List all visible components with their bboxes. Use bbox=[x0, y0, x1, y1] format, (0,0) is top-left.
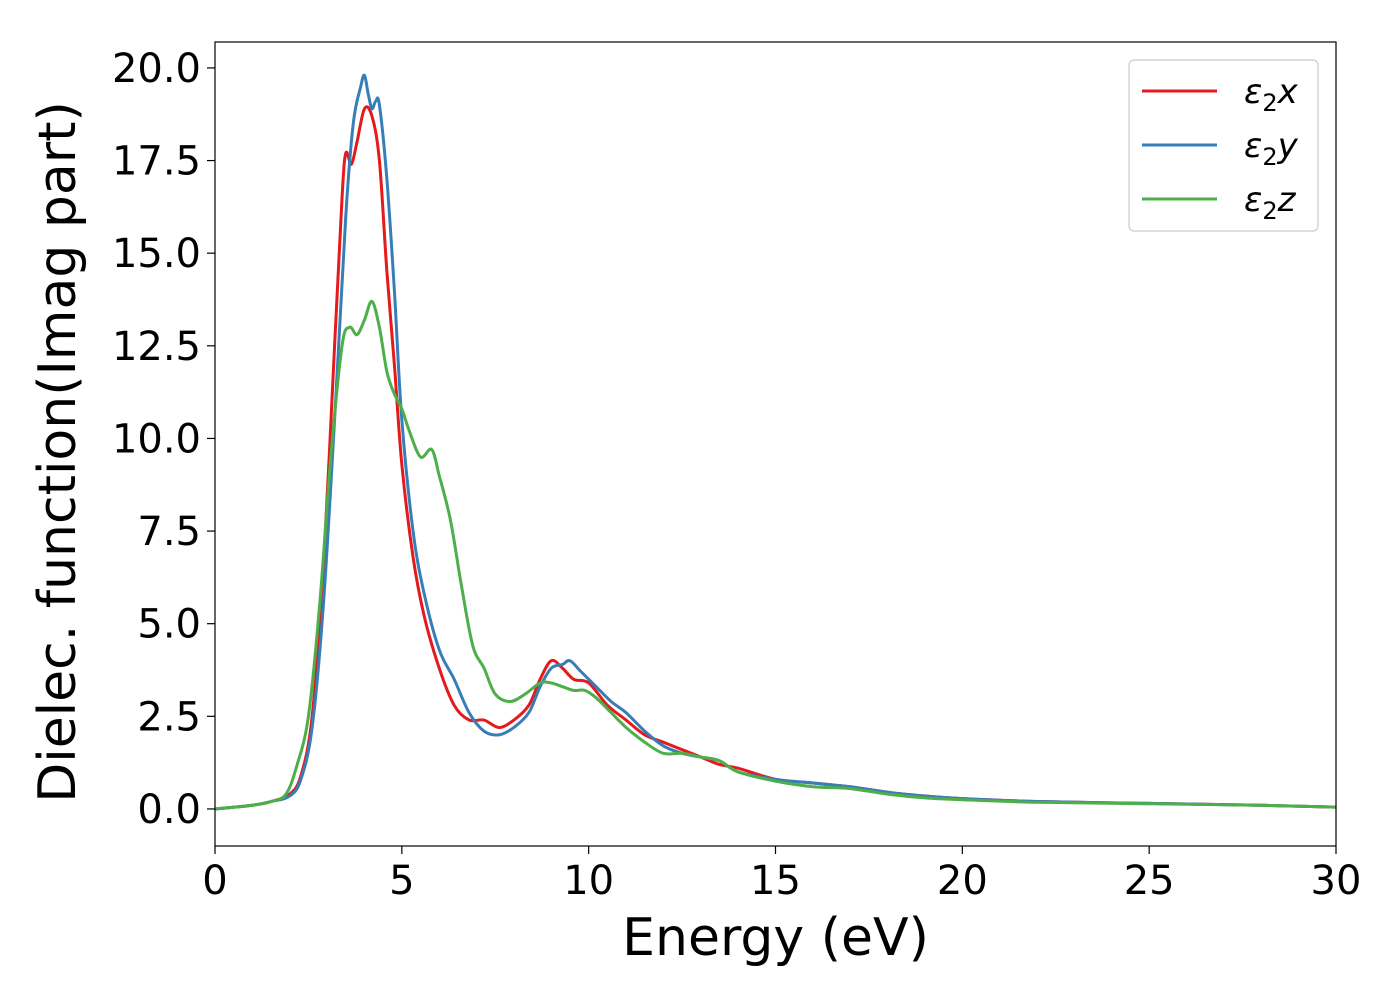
x-tick-label: 20 bbox=[937, 858, 988, 904]
y-tick-label: 17.5 bbox=[112, 139, 201, 185]
y-tick-label: 2.5 bbox=[137, 694, 201, 740]
y-tick-label: 0.0 bbox=[137, 787, 201, 833]
y-axis-label: Dielec. function(Imag part) bbox=[28, 101, 88, 803]
x-tick-label: 5 bbox=[389, 858, 414, 904]
legend-box bbox=[1128, 59, 1319, 232]
x-axis-label: Energy (eV) bbox=[622, 908, 929, 968]
series-group bbox=[215, 73, 1336, 811]
y-tick-label: 5.0 bbox=[137, 602, 201, 648]
legend-subscript: 2 bbox=[1262, 89, 1277, 117]
y-tick-label: 20.0 bbox=[112, 46, 201, 92]
y-tick-label: 10.0 bbox=[112, 416, 201, 462]
y-axis-ticks: 0.0 2.5 5.0 7.5 10.0 12.5 15.0 17.5 20.0 bbox=[112, 46, 215, 833]
legend-entry-x: ε2x bbox=[1244, 72, 1299, 117]
x-tick-label: 25 bbox=[1124, 858, 1175, 904]
x-axis-ticks: 0 5 10 15 20 25 30 bbox=[202, 846, 1361, 904]
legend-subscript: 2 bbox=[1262, 143, 1277, 171]
y-tick-label: 7.5 bbox=[137, 509, 201, 555]
series-line-z bbox=[215, 299, 1336, 811]
x-tick-label: 15 bbox=[750, 858, 801, 904]
x-tick-label: 10 bbox=[563, 858, 614, 904]
legend-suffix: y bbox=[1277, 126, 1299, 166]
legend-suffix: x bbox=[1277, 72, 1299, 112]
y-tick-label: 12.5 bbox=[112, 324, 201, 370]
series-line-y bbox=[215, 73, 1336, 811]
legend-entry-y: ε2y bbox=[1244, 126, 1299, 171]
legend-symbol: ε bbox=[1244, 126, 1262, 166]
x-tick-label: 30 bbox=[1311, 858, 1362, 904]
legend-subscript: 2 bbox=[1262, 197, 1277, 225]
legend-symbol: ε bbox=[1244, 72, 1262, 112]
y-tick-label: 15.0 bbox=[112, 231, 201, 277]
legend-entry-z: ε2z bbox=[1244, 180, 1297, 225]
plot-area bbox=[214, 41, 1337, 847]
legend-symbol: ε bbox=[1244, 180, 1262, 220]
x-tick-label: 0 bbox=[202, 858, 227, 904]
legend-suffix: z bbox=[1277, 180, 1297, 220]
